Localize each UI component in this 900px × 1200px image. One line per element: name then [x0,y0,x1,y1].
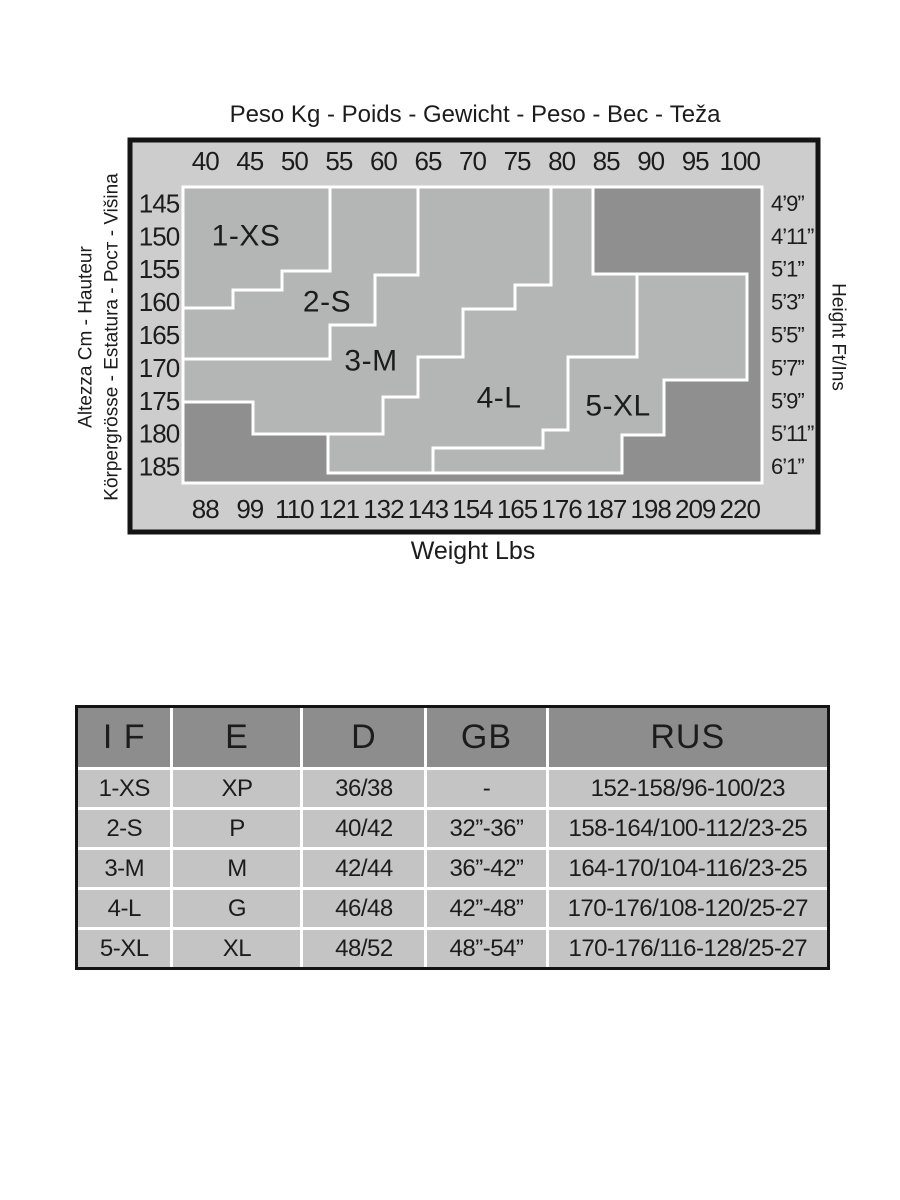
lbs-tick: 143 [408,494,449,524]
kg-tick: 50 [281,146,308,176]
right-axis-title: Height Ft/Ins [828,283,849,391]
size-table: I F E D GB RUS 1-XS XP 36/38-152-158/96-100/23 2… [75,705,830,970]
kg-tick: 100 [720,146,761,176]
ftins-tick: 4’11” [771,224,814,249]
kg-tick: 55 [325,146,352,176]
kg-tick: 90 [637,146,664,176]
lbs-tick: 187 [586,494,627,524]
ftins-tick: 5’1” [771,257,804,282]
table-cell: 158-164/100-112/23-25 [548,810,827,847]
table-cell: 40/42 [303,810,425,847]
chart-title: Peso Kg - Poids - Gewicht - Peso - Вес -… [230,101,722,128]
region-label-4-L: 4-L [477,382,522,415]
lbs-tick: 198 [630,494,671,524]
cm-tick: 160 [139,287,180,317]
table-cell: 170-176/108-120/25-27 [548,890,827,927]
table-cell: 42/44 [303,850,425,887]
cm-tick: 165 [139,320,180,350]
ticks: 40 45 50 55 60 65 70 75 80 85 90 95 100 88 99 110 121 132… [139,146,815,524]
ftins-tick: 5’9” [771,388,804,413]
table-cell: 36/38 [303,770,425,807]
table-cell: - [427,770,546,807]
lbs-tick: 176 [541,494,582,524]
table-cell: M [173,850,301,887]
table-cell: 42”-48” [427,890,546,927]
cm-tick: 175 [139,386,180,416]
kg-tick: 95 [682,146,709,176]
kg-tick: 65 [415,146,442,176]
region-5-XL [431,272,749,475]
ftins-tick: 5’3” [771,290,804,315]
table-cell: 46/48 [303,890,425,927]
lbs-tick: 99 [236,494,263,524]
kg-tick: 40 [192,146,219,176]
cm-tick: 150 [139,221,180,251]
table-cell: 1-XS [78,770,171,807]
table-header-rus: RUS [548,708,827,767]
ftins-tick: 5’5” [771,323,804,348]
kg-tick: 75 [504,146,531,176]
table-cell: G [173,890,301,927]
table-cell: 48/52 [303,930,425,967]
lbs-tick: 165 [497,494,538,524]
table-cell: 5-XL [78,930,171,967]
left-axis-title-line1: Altezza Cm - Hauteur [76,246,97,428]
left-axis-title-line2: Körpergrösse - Estatura - Рост - Višina [102,173,123,501]
table-cell: XP [173,770,301,807]
ftins-tick: 6’1” [771,454,804,479]
region-label-1-XS: 1-XS [212,220,281,253]
cm-tick: 155 [139,254,180,284]
lbs-tick: 110 [275,494,314,524]
table-cell: 32”-36” [427,810,546,847]
table-cell: 48”-54” [427,930,546,967]
region-label-2-S: 2-S [303,286,351,319]
table-cell: 2-S [78,810,171,847]
bottom-axis-title: Weight Lbs [411,537,536,565]
table-header-e: E [173,708,301,767]
kg-tick: 45 [236,146,263,176]
lbs-tick: 209 [675,494,716,524]
table-cell: 36”-42” [427,850,546,887]
kg-tick: 60 [370,146,397,176]
lbs-tick: 121 [319,494,360,524]
ftins-tick: 5’7” [771,355,804,380]
ftins-tick: 4’9” [771,191,804,216]
table-cell: 170-176/116-128/25-27 [548,930,827,967]
table-cell: 3-M [78,850,171,887]
kg-tick: 70 [459,146,486,176]
cm-tick: 170 [139,353,180,383]
regions: 1-XS 2-S 3-M 4-L 5-XL [181,185,749,475]
table-header-gb: GB [427,708,546,767]
cm-tick: 185 [139,452,180,482]
lbs-tick: 154 [452,494,493,524]
region-label-5-XL: 5-XL [585,390,650,423]
size-chart-svg: Peso Kg - Poids - Gewicht - Peso - Вес -… [76,101,849,565]
kg-tick: 85 [593,146,620,176]
region-label-3-M: 3-M [344,345,397,378]
lbs-tick: 220 [720,494,761,524]
table-cell: XL [173,930,301,967]
cm-tick: 180 [139,419,180,449]
cm-tick: 145 [139,188,180,218]
table-cell: 152-158/96-100/23 [548,770,827,807]
table-header-d: D [303,708,425,767]
table-cell: P [173,810,301,847]
lbs-tick: 88 [192,494,219,524]
table-cell: 164-170/104-116/23-25 [548,850,827,887]
table-header-if: I F [78,708,171,767]
ftins-tick: 5’11” [771,421,814,446]
table-cell: 4-L [78,890,171,927]
lbs-tick: 132 [363,494,404,524]
kg-tick: 80 [548,146,575,176]
